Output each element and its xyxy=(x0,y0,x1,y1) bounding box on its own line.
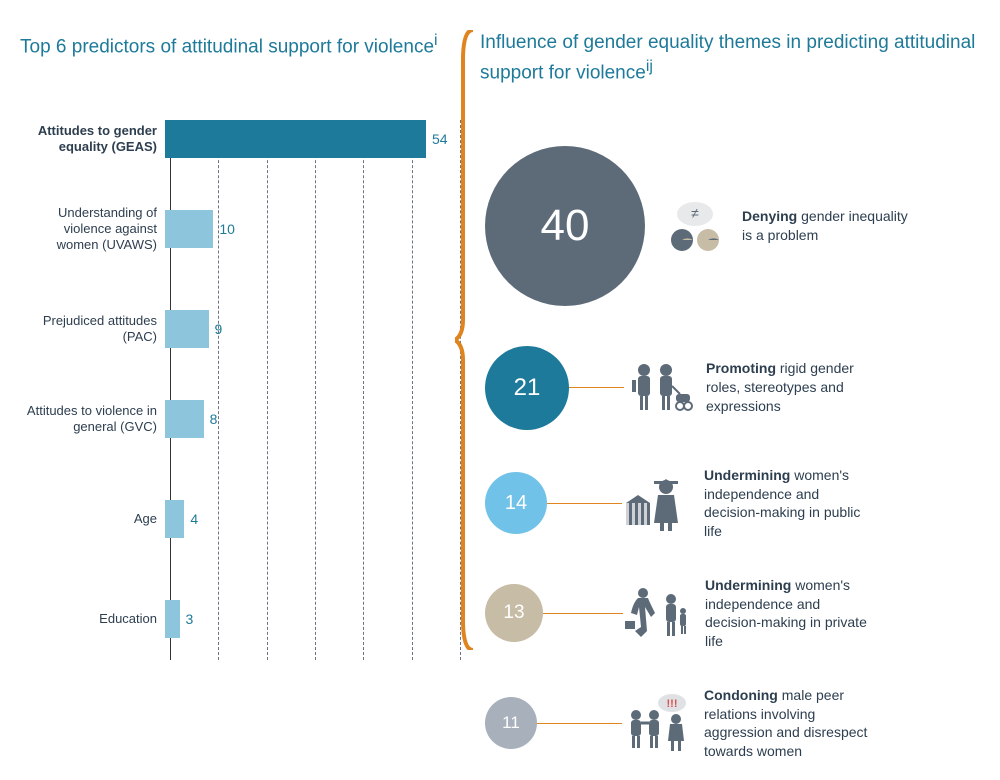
private-icon xyxy=(623,583,693,643)
theme-bubble: 11 xyxy=(485,697,537,749)
bar-value: 10 xyxy=(219,221,235,237)
bar-value: 3 xyxy=(186,611,194,627)
bar-value: 4 xyxy=(190,511,198,527)
theme-bubble: 14 xyxy=(485,472,547,534)
gridline xyxy=(412,120,413,660)
theme-bubble: 40 xyxy=(485,146,645,306)
bar-track: 8 xyxy=(165,400,460,438)
theme-row: 13 Undermining women's independence and … xyxy=(485,576,980,652)
bar-track: 10 xyxy=(165,210,460,248)
deny-icon: ≠ xyxy=(660,196,730,256)
svg-text:!!!: !!! xyxy=(667,698,678,710)
theme-description: Undermining women's independence and dec… xyxy=(692,466,872,542)
bar-label: Prejudiced attitudes (PAC) xyxy=(20,313,165,346)
condone-icon: !!! xyxy=(622,693,692,753)
gridline xyxy=(315,120,316,660)
gridline xyxy=(170,120,171,660)
bar-label: Education xyxy=(20,611,165,627)
bar-chart: Attitudes to gender equality (GEAS) 54 Und… xyxy=(20,120,460,680)
gridline xyxy=(218,120,219,660)
theme-description: Undermining women's independence and dec… xyxy=(693,576,873,652)
bar-label: Attitudes to gender equality (GEAS) xyxy=(20,123,165,156)
theme-row: 14 Undermining women's independence and … xyxy=(485,466,980,542)
bar xyxy=(165,400,204,438)
gridline xyxy=(267,120,268,660)
bar-value: 8 xyxy=(210,411,218,427)
bar-track: 9 xyxy=(165,310,460,348)
theme-row: 21 Promoting rigid gender roles, stereot… xyxy=(485,346,980,430)
bar-value: 9 xyxy=(215,321,223,337)
theme-description: Promoting rigid gender roles, stereotype… xyxy=(694,359,874,416)
bar xyxy=(165,210,213,248)
bar-row: Education 3 xyxy=(20,600,460,638)
bar xyxy=(165,600,180,638)
bar-row: Attitudes to gender equality (GEAS) 54 xyxy=(20,120,460,158)
theme-description: Condoning male peer relations involving … xyxy=(692,686,872,762)
left-title: Top 6 predictors of attitudinal support … xyxy=(20,30,460,60)
gridlines xyxy=(170,120,460,660)
themes-list: 40 ≠ Denying gender inequality is a prob… xyxy=(480,146,980,766)
theme-value: 40 xyxy=(541,201,590,251)
bar xyxy=(165,310,209,348)
bar-track: 4 xyxy=(165,500,460,538)
connector xyxy=(537,723,622,724)
bar-track: 3 xyxy=(165,600,460,638)
bar-track: 54 xyxy=(165,120,460,158)
connector xyxy=(543,613,623,614)
bar xyxy=(165,120,426,158)
theme-bubble: 13 xyxy=(485,584,543,642)
bar-label: Age xyxy=(20,511,165,527)
gridline xyxy=(363,120,364,660)
bar-row: Prejudiced attitudes (PAC) 9 xyxy=(20,310,460,348)
theme-value: 13 xyxy=(503,602,524,624)
connector xyxy=(569,387,624,388)
theme-row: 11 !!! Condoning male peer relations inv… xyxy=(485,686,980,762)
bar-row: Understanding of violence against women … xyxy=(20,210,460,248)
theme-description: Denying gender inequality is a problem xyxy=(730,207,910,245)
bar-row: Attitudes to violence in general (GVC) 8 xyxy=(20,400,460,438)
bar-label: Attitudes to violence in general (GVC) xyxy=(20,403,165,436)
connector xyxy=(547,503,622,504)
bar-row: Age 4 xyxy=(20,500,460,538)
right-panel: Influence of gender equality themes in p… xyxy=(480,30,980,750)
bar xyxy=(165,500,184,538)
theme-value: 14 xyxy=(505,492,527,515)
right-title: Influence of gender equality themes in p… xyxy=(480,30,980,86)
public-icon xyxy=(622,473,692,533)
theme-row: 40 ≠ Denying gender inequality is a prob… xyxy=(485,146,980,306)
bar-value: 54 xyxy=(432,131,448,147)
theme-value: 11 xyxy=(502,713,520,733)
left-panel: Top 6 predictors of attitudinal support … xyxy=(20,30,460,750)
theme-bubble: 21 xyxy=(485,346,569,430)
theme-value: 21 xyxy=(514,374,541,402)
bar-label: Understanding of violence against women … xyxy=(20,205,165,254)
bracket xyxy=(455,30,475,650)
svg-text:≠: ≠ xyxy=(691,205,699,221)
roles-icon xyxy=(624,358,694,418)
